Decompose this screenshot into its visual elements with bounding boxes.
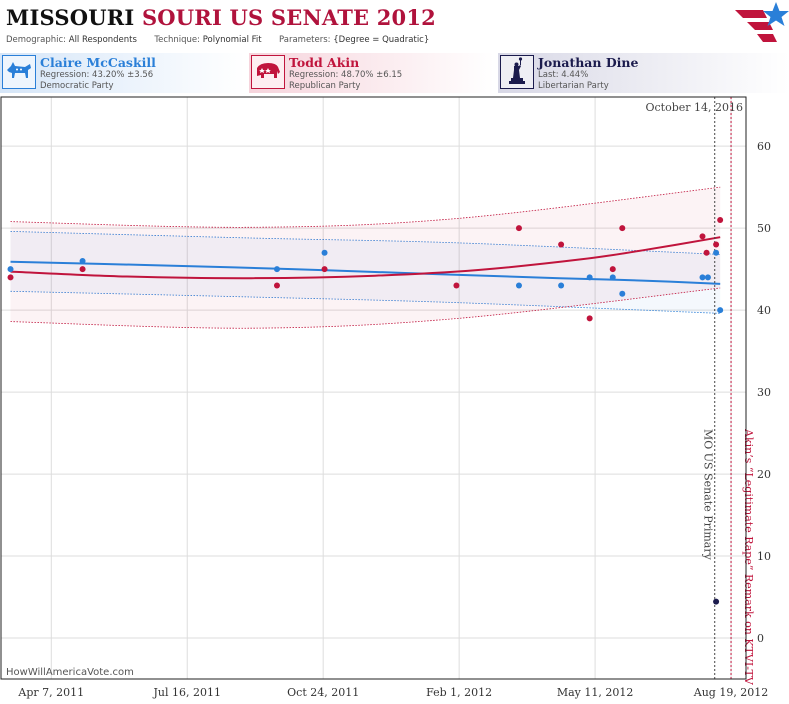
y-tick-label: 10	[757, 550, 771, 563]
axes: 0 10 20 30 40 50 60 Apr 7, 2011 Jul 16, 2011 Oct …	[0, 96, 771, 699]
date-label: October 14, 2016	[645, 101, 743, 114]
candidate-party: Republican Party	[289, 81, 361, 91]
y-tick-label: 0	[757, 632, 764, 645]
poll-point[interactable]	[7, 266, 14, 273]
trend-lines	[10, 236, 721, 285]
poll-point[interactable]	[453, 282, 460, 289]
candidate-akin[interactable]: Todd Akin Regression: 48.70% ±6.15 Repub…	[251, 53, 491, 93]
poll-point[interactable]	[7, 274, 14, 281]
poll-point[interactable]	[609, 266, 616, 273]
poll-point[interactable]	[609, 274, 616, 281]
candidate-name: Claire McCaskill	[40, 55, 156, 70]
band-lower-line	[10, 290, 721, 314]
poll-point[interactable]	[619, 290, 626, 297]
x-tick-label: Apr 7, 2011	[17, 686, 84, 699]
elephant-icon	[251, 55, 285, 89]
poll-points	[7, 216, 724, 605]
poll-point[interactable]	[79, 266, 86, 273]
parameters-label: Parameters:	[279, 35, 331, 45]
y-tick-label: 50	[757, 222, 771, 235]
x-tick-label: May 11, 2012	[557, 686, 634, 699]
candidate-party: Libertarian Party	[538, 81, 609, 91]
candidate-name: Jonathan Dine	[538, 55, 639, 70]
y-tick-label: 30	[757, 386, 771, 399]
poll-point[interactable]	[717, 307, 724, 314]
x-tick-label: Aug 19, 2012	[693, 686, 769, 699]
parameters-value[interactable]: {Degree = Quadratic}	[333, 35, 430, 45]
x-tick-label: Jul 16, 2011	[153, 686, 222, 699]
candidate-mccaskill[interactable]: Claire McCaskill Regression: 43.20% ±3.5…	[2, 53, 242, 93]
demographic-label: Demographic:	[6, 35, 67, 45]
page-title: MISSOURI SOURI US SENATE 2012	[6, 5, 436, 30]
candidate-dine[interactable]: Jonathan Dine Last: 4.44% Libertarian Pa…	[500, 53, 780, 93]
demographic-value[interactable]: All Respondents	[68, 35, 137, 45]
poll-point[interactable]	[586, 315, 593, 322]
poll-point[interactable]	[321, 266, 328, 273]
watermark: HowWillAmericaVote.com	[6, 667, 134, 678]
band-upper-line	[10, 231, 721, 255]
logo-icon	[729, 0, 789, 48]
statue-of-liberty-icon	[500, 55, 534, 89]
poll-point[interactable]	[586, 274, 593, 281]
poll-point[interactable]	[273, 266, 280, 273]
chart-parameters: Demographic: All Respondents Technique: …	[6, 35, 429, 45]
poll-point[interactable]	[273, 282, 280, 289]
poll-point[interactable]	[515, 282, 522, 289]
candidate-party: Democratic Party	[40, 81, 114, 91]
candidate-legend: Claire McCaskill Regression: 43.20% ±3.5…	[0, 53, 789, 95]
poll-point[interactable]	[703, 249, 710, 256]
poll-point[interactable]	[713, 598, 720, 605]
candidate-name: Todd Akin	[289, 55, 360, 70]
poll-point[interactable]	[713, 249, 720, 256]
poll-point[interactable]	[558, 282, 565, 289]
y-tick-label: 40	[757, 304, 771, 317]
poll-point[interactable]	[704, 274, 711, 281]
event-label: Akin’s “Legitimate Rape” Remark on KTVI-…	[742, 428, 755, 686]
chart-area: MO US Senate Primary Akin’s “Legitimate R…	[0, 96, 771, 699]
trend-line[interactable]	[10, 236, 721, 280]
technique-value[interactable]: Polynomial Fit	[202, 35, 262, 45]
poll-point[interactable]	[558, 241, 565, 248]
candidate-last: Last: 4.44%	[538, 70, 589, 80]
poll-point[interactable]	[79, 257, 86, 264]
candidate-regression: Regression: 48.70% ±6.15	[289, 70, 403, 80]
title-state: MISSOURI	[6, 5, 135, 30]
x-tick-label: Feb 1, 2012	[426, 686, 492, 699]
confidence-band	[10, 187, 721, 329]
gridlines	[1, 97, 746, 679]
header: MISSOURI SOURI US SENATE 2012 Demographi…	[0, 0, 789, 52]
plot-frame	[0, 96, 747, 680]
trend-line[interactable]	[10, 260, 721, 285]
poll-point[interactable]	[713, 241, 720, 248]
event-label: MO US Senate Primary	[702, 429, 715, 561]
candidate-regression: Regression: 43.20% ±3.56	[40, 70, 154, 80]
poll-point[interactable]	[699, 274, 706, 281]
y-tick-label: 60	[757, 140, 771, 153]
confidence-bands	[10, 186, 721, 329]
event-markers: MO US Senate Primary Akin’s “Legitimate R…	[702, 97, 755, 686]
donkey-icon	[2, 55, 36, 89]
x-tick-label: Oct 24, 2011	[287, 686, 359, 699]
poll-point[interactable]	[321, 249, 328, 256]
poll-point[interactable]	[699, 233, 706, 240]
poll-point[interactable]	[619, 225, 626, 232]
poll-point[interactable]	[515, 225, 522, 232]
technique-label: Technique:	[154, 35, 201, 45]
title-race: SOURI US SENATE 2012	[141, 5, 436, 30]
y-tick-label: 20	[757, 468, 771, 481]
poll-point[interactable]	[717, 216, 724, 223]
